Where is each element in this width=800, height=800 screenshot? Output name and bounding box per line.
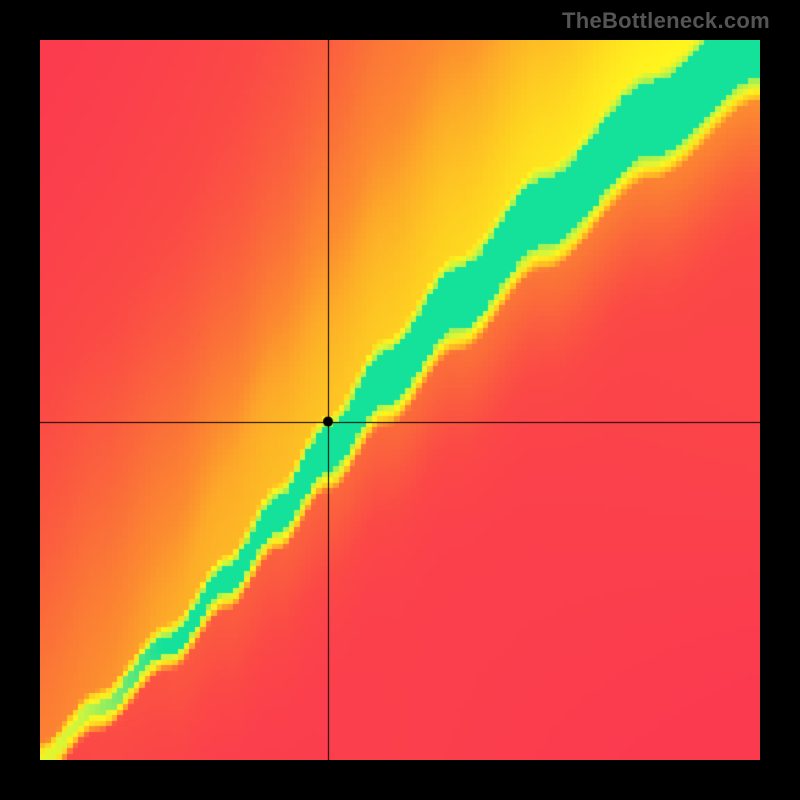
- heatmap-canvas: [40, 40, 760, 760]
- plot-area: [40, 40, 760, 760]
- watermark-text: TheBottleneck.com: [562, 8, 770, 34]
